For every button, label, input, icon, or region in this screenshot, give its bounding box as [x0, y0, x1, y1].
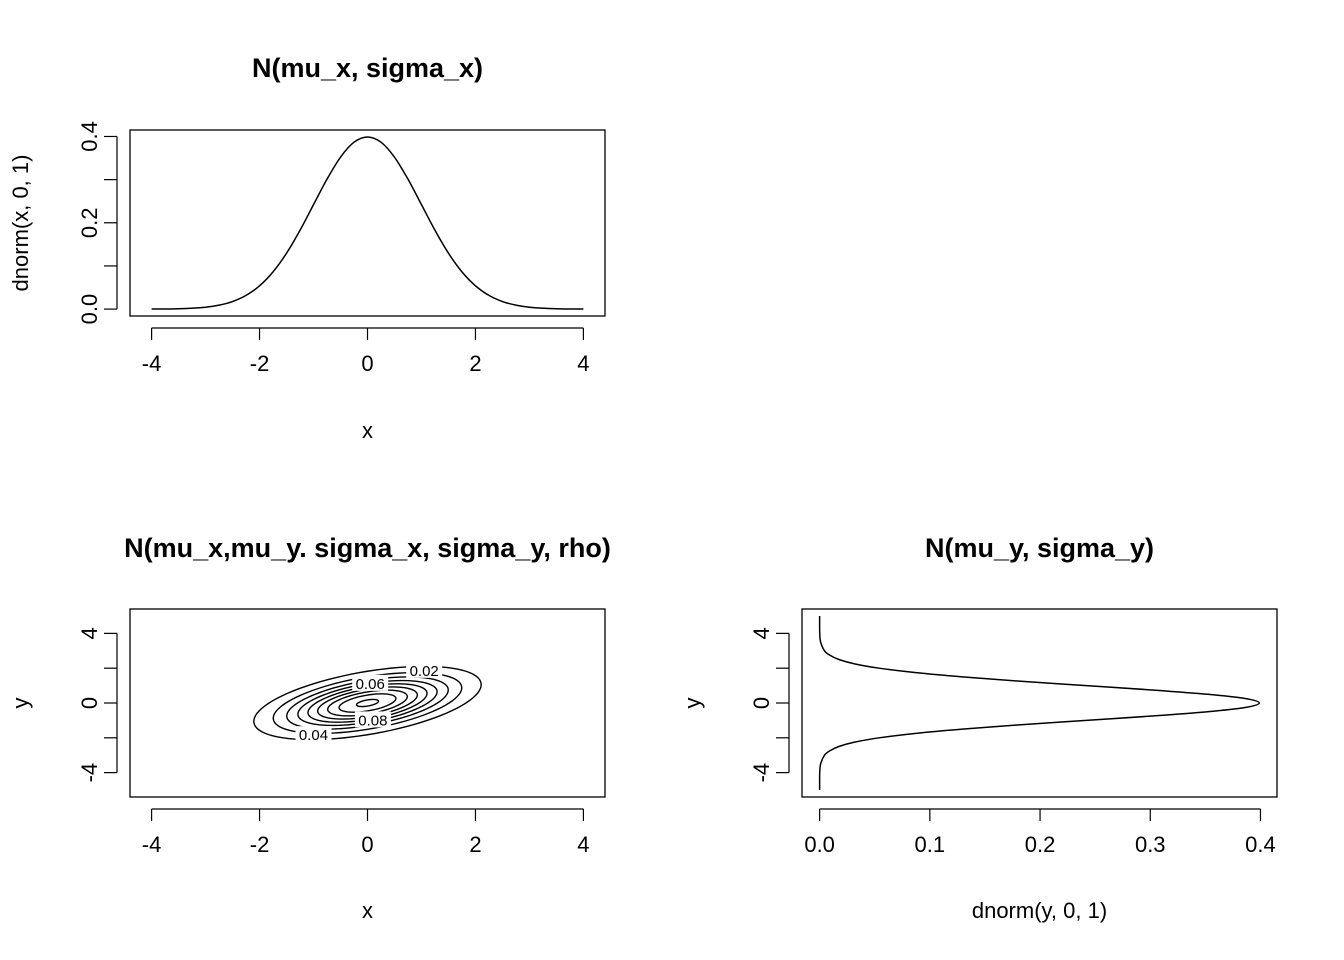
y-tick-label: 0.2 [77, 207, 102, 238]
contour-level [338, 693, 397, 713]
contour-label-bg [295, 726, 332, 743]
x-tick-label: 2 [469, 832, 481, 857]
x-tick-label: 4 [577, 351, 589, 376]
x-axis-label: x [362, 898, 373, 923]
contour-label-bg [352, 674, 389, 691]
panel-1: N(mu_x, sigma_x) -4 -2 0 2 4 x 0.0 0.2 0.4 dnorm(x… [8, 53, 606, 443]
contour-label: 0.08 [358, 712, 387, 729]
contour-label: 0.02 [410, 663, 439, 680]
y-tick-label: 0.4 [77, 121, 102, 152]
y-axis: -4 0 4 [749, 627, 790, 783]
density-curve-x [151, 136, 584, 310]
y-tick-label: 0 [749, 697, 774, 709]
plot-frame [129, 608, 606, 798]
contour-label-bg [406, 661, 443, 678]
panel-1-title: N(mu_x, sigma_x) [252, 53, 483, 83]
x-axis: -4 -2 0 2 4 [142, 327, 590, 376]
y-tick-label: 0 [77, 697, 102, 709]
panel-2: N(mu_x,mu_y. sigma_x, sigma_y, rho) -4 -2 0… [8, 533, 611, 923]
x-tick-label: 0.1 [915, 832, 946, 857]
contour-label: 0.06 [356, 676, 385, 693]
panel-3-title: N(mu_y, sigma_y) [925, 533, 1154, 563]
y-tick-label: 0.0 [77, 294, 102, 325]
contour-label-bg [354, 711, 391, 728]
contour-level [253, 665, 482, 741]
x-tick-label: 0 [361, 832, 373, 857]
contour-label: 0.04 [299, 727, 328, 744]
x-tick-label: -4 [142, 832, 162, 857]
x-tick-label: 2 [469, 351, 481, 376]
x-axis-label: dnorm(y, 0, 1) [972, 898, 1107, 923]
plot-frame [801, 608, 1278, 798]
y-axis-label: y [680, 698, 705, 709]
x-tick-label: -4 [142, 351, 162, 376]
y-tick-label: -4 [749, 763, 774, 783]
y-axis: 0.0 0.2 0.4 [77, 121, 118, 325]
panel-3: N(mu_y, sigma_y) 0.0 0.1 0.2 0.3 0.4 dnorm(y, … [680, 533, 1278, 923]
y-tick-label: 4 [749, 627, 774, 639]
contour-level [327, 689, 408, 717]
x-axis: -4 -2 0 2 4 [142, 808, 590, 857]
x-tick-label: 0.3 [1135, 832, 1166, 857]
y-tick-label: 4 [77, 627, 102, 639]
y-axis: -4 0 4 [77, 627, 118, 783]
x-axis: 0.0 0.1 0.2 0.3 0.4 [804, 808, 1276, 857]
plot-frame [129, 129, 606, 317]
panel-2-title: N(mu_x,mu_y. sigma_x, sigma_y, rho) [124, 533, 611, 563]
x-tick-label: 0.0 [804, 832, 835, 857]
x-tick-label: 0 [361, 351, 373, 376]
x-tick-label: -2 [250, 351, 270, 376]
y-axis-label: y [8, 698, 33, 709]
density-curve-y [818, 615, 1261, 791]
contour-level [355, 698, 380, 708]
x-tick-label: 4 [577, 832, 589, 857]
y-tick-label: -4 [77, 763, 102, 783]
y-axis-label: dnorm(x, 0, 1) [8, 155, 33, 292]
x-tick-label: 0.4 [1245, 832, 1276, 857]
x-axis-label: x [362, 418, 373, 443]
x-tick-label: 0.2 [1025, 832, 1056, 857]
x-tick-label: -2 [250, 832, 270, 857]
